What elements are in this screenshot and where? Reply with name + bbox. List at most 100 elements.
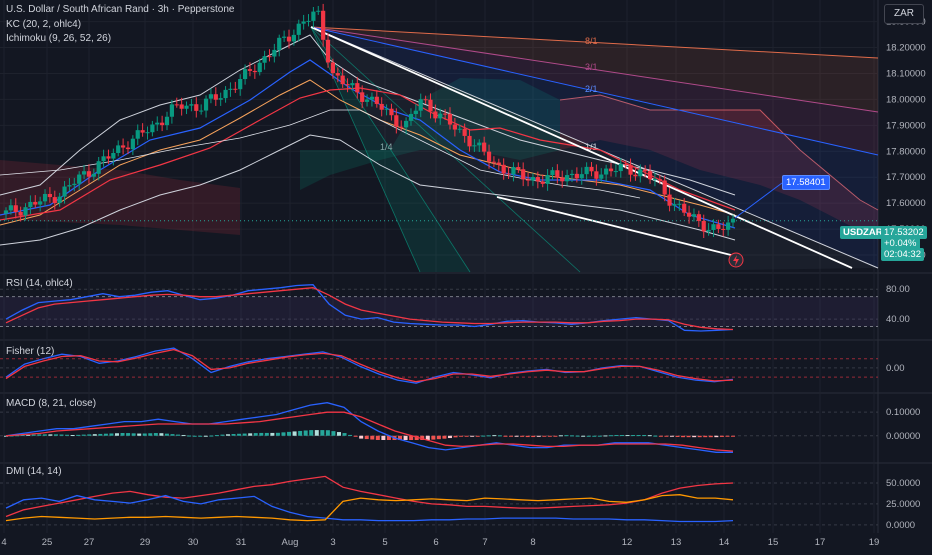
macd-histogram-bar bbox=[348, 434, 353, 436]
macd-histogram-bar bbox=[642, 435, 647, 437]
macd-histogram-bar bbox=[509, 435, 514, 437]
macd-histogram-bar bbox=[542, 435, 547, 437]
gann-fan-line bbox=[310, 26, 879, 269]
candle-body bbox=[155, 122, 160, 125]
x-tick-label: 6 bbox=[433, 537, 438, 548]
candle-body bbox=[345, 84, 350, 86]
macd-histogram-bar bbox=[142, 433, 147, 436]
kc-legend[interactable]: KC (20, 2, ohlc4) bbox=[6, 19, 82, 30]
macd-histogram-bar bbox=[686, 435, 691, 438]
macd-histogram-bar bbox=[436, 435, 441, 440]
dmi-legend[interactable]: DMI (14, 14) bbox=[6, 466, 62, 477]
macd-histogram-bar bbox=[209, 435, 214, 437]
candle-body bbox=[169, 104, 174, 117]
macd-histogram-bar bbox=[109, 433, 114, 436]
x-tick-label: 8 bbox=[530, 537, 535, 548]
candle-body bbox=[477, 142, 482, 146]
trendline-upper bbox=[310, 26, 853, 269]
macd-histogram-bar bbox=[420, 435, 425, 441]
macd-histogram-bar bbox=[176, 434, 181, 436]
candle-body bbox=[62, 186, 67, 197]
macd-histogram-bar bbox=[192, 435, 197, 437]
candle-body bbox=[42, 193, 48, 202]
macd-histogram-bar bbox=[447, 435, 452, 439]
candle-body bbox=[321, 10, 326, 40]
macd-histogram-bar bbox=[26, 434, 31, 436]
candle-body bbox=[418, 99, 423, 111]
candle-body bbox=[535, 177, 540, 182]
candle-body bbox=[174, 104, 179, 106]
fisher-legend[interactable]: Fisher (12) bbox=[6, 346, 55, 357]
candle-body bbox=[550, 170, 555, 176]
candle-body bbox=[711, 224, 716, 230]
candle-body bbox=[618, 163, 623, 172]
symbol-legend[interactable]: U.S. Dollar / South African Rand · 3h · … bbox=[6, 4, 235, 15]
candle-body bbox=[662, 180, 667, 195]
macd-histogram-bar bbox=[553, 435, 558, 437]
gann-level-label: 1/4 bbox=[380, 142, 393, 152]
macd-histogram-bar bbox=[281, 432, 286, 436]
macd-histogram-bar bbox=[270, 432, 275, 436]
x-tick-label: 17 bbox=[815, 537, 826, 548]
candle-body bbox=[643, 169, 648, 172]
candle-body bbox=[257, 62, 262, 73]
indicator-line bbox=[5, 494, 734, 522]
macd-histogram-bar bbox=[558, 435, 563, 437]
trendline-lower bbox=[496, 196, 736, 257]
macd-histogram-bar bbox=[87, 434, 92, 436]
countdown-tag: 02:04:32 bbox=[881, 248, 924, 261]
candle-body bbox=[691, 214, 697, 217]
y-tick-label: 18.10000 bbox=[886, 68, 926, 79]
macd-histogram-bar bbox=[603, 435, 608, 437]
candle-body bbox=[296, 23, 301, 35]
candle-body bbox=[28, 201, 33, 208]
indicator-line bbox=[5, 284, 734, 332]
macd-histogram-bar bbox=[570, 435, 575, 437]
keltner-lower bbox=[0, 134, 736, 246]
macd-histogram-bar bbox=[98, 433, 103, 436]
macd-histogram-bar bbox=[292, 431, 297, 436]
macd-histogram-bar bbox=[620, 435, 625, 437]
candle-body bbox=[530, 177, 536, 181]
candle-body bbox=[111, 152, 116, 159]
candle-body bbox=[86, 171, 92, 177]
macd-histogram-bar bbox=[20, 435, 25, 437]
macd-histogram-bar bbox=[425, 435, 430, 441]
macd-histogram-bar bbox=[303, 430, 308, 436]
rsi-legend[interactable]: RSI (14, ohlc4) bbox=[6, 278, 73, 289]
macd-legend[interactable]: MACD (8, 21, close) bbox=[6, 398, 97, 409]
x-tick-label: 7 bbox=[482, 537, 487, 548]
candle-body bbox=[433, 111, 438, 119]
candle-body bbox=[145, 132, 150, 134]
x-tick-label: 13 bbox=[671, 537, 682, 548]
currency-selector[interactable]: ZAR bbox=[884, 4, 924, 24]
macd-histogram-bar bbox=[65, 434, 70, 436]
ichimoku-cloud-bear bbox=[0, 160, 240, 235]
x-tick-label: 25 bbox=[42, 537, 53, 548]
macd-histogram-bar bbox=[225, 434, 230, 436]
candle-body bbox=[316, 10, 321, 12]
pane-tick-label: 0.00000 bbox=[886, 431, 920, 442]
macd-histogram-bar bbox=[181, 435, 186, 437]
macd-histogram-bar bbox=[647, 435, 652, 437]
ichimoku-legend[interactable]: Ichimoku (9, 26, 52, 26) bbox=[6, 33, 112, 44]
candle-body bbox=[403, 120, 409, 128]
candle-body bbox=[23, 207, 28, 216]
macd-histogram-bar bbox=[187, 435, 192, 437]
candle-body bbox=[57, 196, 62, 204]
candle-body bbox=[33, 201, 38, 205]
macd-histogram-bar bbox=[4, 435, 8, 437]
macd-histogram-bar bbox=[170, 434, 175, 436]
macd-histogram-bar bbox=[414, 435, 419, 441]
y-tick-label: 17.90000 bbox=[886, 120, 926, 131]
macd-histogram-bar bbox=[331, 431, 336, 436]
target-price-tag[interactable]: 17.58401 bbox=[782, 175, 830, 190]
macd-histogram-bar bbox=[92, 434, 97, 436]
y-tick-label: 18.00000 bbox=[886, 94, 926, 105]
candle-body bbox=[486, 151, 492, 162]
candle-body bbox=[67, 185, 72, 187]
indicator-line bbox=[5, 348, 734, 383]
x-tick-label: 5 bbox=[382, 537, 387, 548]
